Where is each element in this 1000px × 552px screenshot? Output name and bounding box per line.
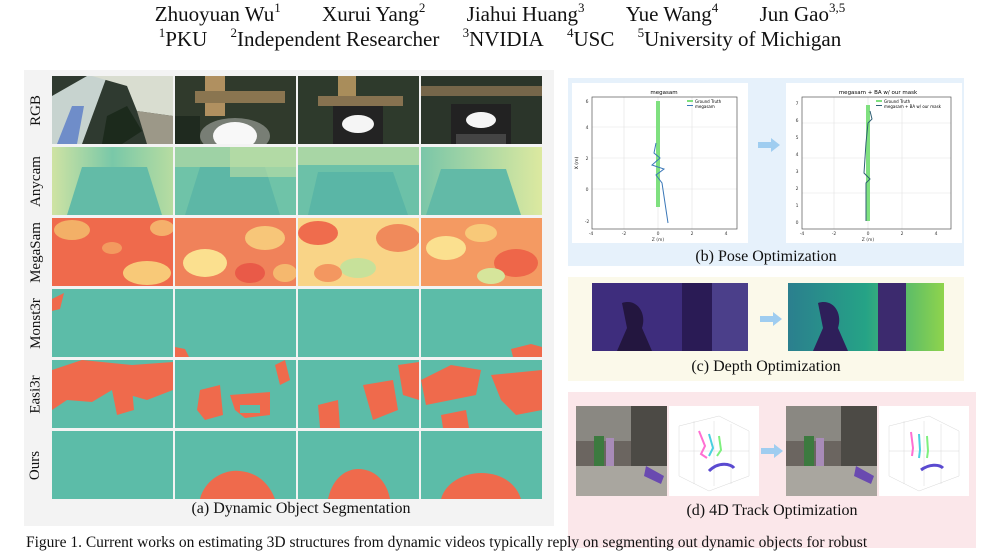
figure-caption: Figure 1. Current works on estimating 3D… — [26, 534, 868, 551]
anycam-frame-2 — [175, 147, 296, 215]
pose-plot-right-title: megasam + BA w/ our mask — [839, 90, 918, 96]
rgb-frame-4 — [421, 76, 542, 144]
row-label-monst3r: Monst3r — [27, 297, 44, 349]
tick: 4 — [725, 231, 728, 237]
track-3d-plot-2 — [879, 406, 969, 496]
affiliation: 3NVIDIA — [462, 25, 544, 51]
megasam-frame-1 — [52, 218, 173, 286]
rgb-frame-3 — [298, 76, 419, 144]
tick: 2 — [691, 231, 694, 237]
row-label-ours: Ours — [27, 450, 44, 480]
pose-plot-right-legend-1: Ground Truth — [884, 99, 911, 104]
tick: -2 — [832, 231, 837, 237]
tick: 2 — [586, 156, 589, 162]
easi3r-frame-3 — [298, 360, 419, 428]
anycam-frame-1 — [52, 147, 173, 215]
tick: 5 — [796, 135, 799, 141]
tick: 7 — [796, 101, 799, 107]
affiliation: 1PKU — [158, 25, 208, 51]
monst3r-frame-3 — [298, 289, 419, 357]
affiliation-list: 1PKU 2Independent Researcher 3NVIDIA 4US… — [0, 25, 1000, 52]
monst3r-frame-4 — [421, 289, 542, 357]
arrow-right-icon — [761, 444, 783, 458]
row-label-anycam: Anycam — [27, 155, 44, 207]
ours-frame-2 — [175, 431, 296, 499]
pose-plot-left-title: megasam — [650, 90, 677, 96]
panel-pose-optimization: megasam Ground Truth megasam -4 -2 0 2 4… — [568, 78, 964, 266]
pose-plot-left-xlabel: Z (m) — [652, 237, 665, 243]
arrow-right-icon — [760, 312, 782, 326]
track-3d-plot-1 — [669, 406, 759, 496]
arrow-right-icon — [758, 138, 780, 152]
pose-plot-megasam: megasam Ground Truth megasam -4 -2 0 2 4… — [572, 83, 748, 243]
affiliation: 5University of Michigan — [637, 25, 842, 51]
tick: 4 — [935, 231, 938, 237]
author: Zhuoyuan Wu1 — [154, 0, 281, 26]
caption-d: (d) 4D Track Optimization — [686, 502, 858, 519]
author: Xurui Yang2 — [322, 0, 426, 26]
tick: 3 — [796, 169, 799, 175]
megasam-frame-3 — [298, 218, 419, 286]
tick: 6 — [796, 118, 799, 124]
tick: 2 — [901, 231, 904, 237]
tick: -2 — [622, 231, 627, 237]
panel-4d-track-optimization: (d) 4D Track Optimization — [568, 392, 976, 548]
ours-frame-3 — [298, 431, 419, 499]
caption-b: (b) Pose Optimization — [695, 248, 837, 265]
pose-plot-ours: megasam + BA w/ our mask Ground Truth me… — [786, 83, 962, 243]
tick: 2 — [796, 186, 799, 192]
easi3r-frame-4 — [421, 360, 542, 428]
tick: 1 — [796, 203, 799, 209]
tick: 4 — [586, 125, 589, 131]
caption-a: (a) Dynamic Object Segmentation — [191, 500, 411, 517]
depth-before-image — [592, 283, 748, 351]
author: Jun Gao3,5 — [759, 0, 846, 26]
ours-frame-1 — [52, 431, 173, 499]
tick: -4 — [800, 231, 805, 237]
row-label-megasam: MegaSam — [27, 221, 44, 283]
row-label-rgb: RGB — [27, 94, 44, 126]
tick: 0 — [657, 231, 660, 237]
panel-depth-optimization: (c) Depth Optimization — [568, 277, 964, 381]
tick: -2 — [585, 219, 590, 225]
author: Jiahui Huang3 — [466, 0, 585, 26]
monst3r-frame-1 — [52, 289, 173, 357]
pose-plot-right-xlabel: Z (m) — [862, 237, 875, 243]
author-list: Zhuoyuan Wu1 Xurui Yang2 Jiahui Huang3 Y… — [0, 0, 1000, 27]
easi3r-frame-1 — [52, 360, 173, 428]
tick: 4 — [796, 152, 799, 158]
megasam-frame-2 — [175, 218, 296, 286]
depth-after-image — [788, 283, 944, 351]
megasam-frame-4 — [421, 218, 542, 286]
tick: 0 — [796, 220, 799, 226]
pose-plot-right-legend-2: megasam + BA w/ our mask — [884, 104, 942, 109]
row-label-easi3r: Easi3r — [27, 374, 44, 414]
tick: 0 — [586, 187, 589, 193]
tick: 6 — [586, 99, 589, 105]
pose-plot-left-legend-1: Ground Truth — [695, 99, 722, 104]
track-video-frame-2 — [786, 406, 877, 496]
panel-dynamic-segmentation: RGB Anycam MegaSam Monst3r Easi3r Ours — [24, 70, 554, 526]
pose-plot-left-ylabel: X (m) — [574, 157, 580, 170]
tick: 0 — [867, 231, 870, 237]
easi3r-frame-2 — [175, 360, 296, 428]
ours-frame-4 — [421, 431, 542, 499]
caption-c: (c) Depth Optimization — [691, 358, 841, 375]
rgb-frame-1 — [52, 76, 173, 144]
monst3r-frame-2 — [175, 289, 296, 357]
pose-plot-left-legend-2: megasam — [695, 104, 715, 109]
affiliation: 2Independent Researcher — [230, 25, 440, 51]
affiliation: 4USC — [566, 25, 615, 51]
anycam-frame-4 — [421, 147, 542, 215]
anycam-frame-3 — [298, 147, 419, 215]
rgb-frame-2 — [175, 76, 296, 144]
author: Yue Wang4 — [625, 0, 719, 26]
tick: -4 — [589, 231, 594, 237]
track-video-frame-1 — [576, 406, 667, 496]
